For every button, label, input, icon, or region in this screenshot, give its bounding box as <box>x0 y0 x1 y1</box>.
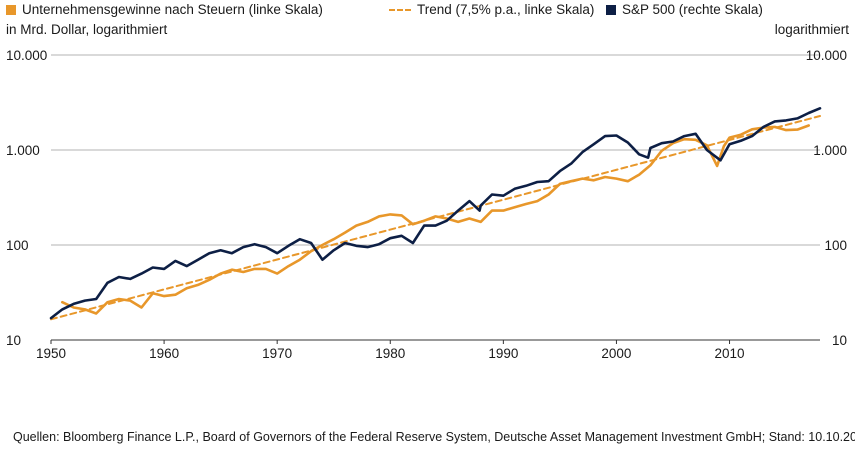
profits-line <box>61 124 810 315</box>
x-tick-label-2000: 2000 <box>601 346 631 361</box>
right-tick-label-10000: 10.000 <box>806 48 847 63</box>
legend-item-trend: Trend (7,5% p.a., linke Skala) <box>389 2 594 17</box>
trend-line <box>50 115 821 321</box>
source-note: Quellen: Bloomberg Finance L.P., Board o… <box>13 430 855 444</box>
x-tick-label-2010: 2010 <box>715 346 745 361</box>
legend-label-sp500: S&P 500 (rechte Skala) <box>622 2 763 17</box>
right-tick-label-100: 100 <box>824 238 847 253</box>
x-tick-label-1970: 1970 <box>262 346 292 361</box>
left-tick-label-10000: 10.000 <box>6 48 47 63</box>
legend-label-trend: Trend (7,5% p.a., linke Skala) <box>417 2 595 17</box>
legend-swatch-profits <box>6 4 16 15</box>
x-tick-label-1960: 1960 <box>149 346 179 361</box>
legend: Unternehmensgewinne nach Steuern (linke … <box>6 2 855 20</box>
chart-plot: 10 10 100 100 1.000 1.000 10.000 10.000 1950 1960… <box>6 48 847 361</box>
legend-item-profits: Unternehmensgewinne nach Steuern (linke … <box>6 2 323 17</box>
left-axis-label: in Mrd. Dollar, logarithmiert <box>6 22 168 37</box>
x-tick-label-1950: 1950 <box>36 346 66 361</box>
right-axis-label: logarithmiert <box>774 22 849 37</box>
x-tick-label-1980: 1980 <box>375 346 405 361</box>
left-tick-label-100: 100 <box>6 238 29 253</box>
right-tick-label-1000: 1.000 <box>813 143 847 158</box>
left-tick-label-10: 10 <box>6 333 21 348</box>
sp500-line <box>49 107 822 320</box>
left-tick-label-1000: 1.000 <box>6 143 40 158</box>
legend-swatch-sp500 <box>606 4 616 15</box>
legend-swatch-trend <box>389 8 411 11</box>
x-tick-label-1990: 1990 <box>488 346 518 361</box>
legend-item-sp500: S&P 500 (rechte Skala) <box>606 2 763 17</box>
legend-label-profits: Unternehmensgewinne nach Steuern (linke … <box>22 2 323 17</box>
right-tick-label-10: 10 <box>832 333 847 348</box>
